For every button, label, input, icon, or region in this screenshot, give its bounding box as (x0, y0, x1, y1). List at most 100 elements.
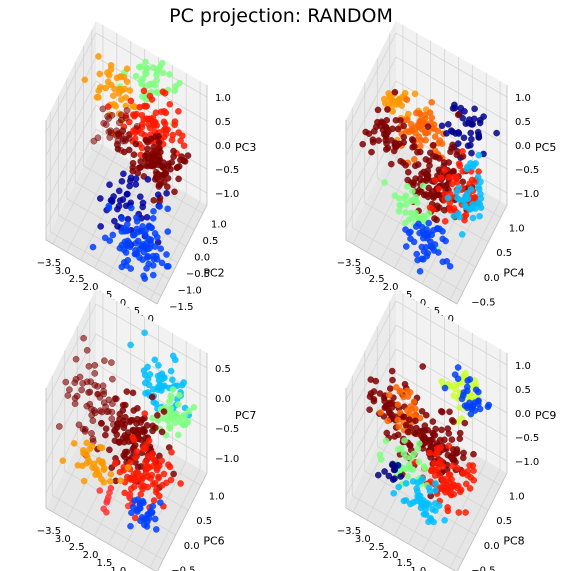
y-tick-label: −0.5 (471, 298, 495, 309)
scatter-point (438, 378, 445, 385)
scatter-point (446, 262, 454, 270)
scatter-point (168, 448, 175, 456)
scatter-point (391, 466, 399, 474)
scatter-point (424, 249, 432, 257)
scatter-point (155, 492, 163, 500)
scatter-points (81, 53, 192, 282)
scatter-point (118, 87, 125, 94)
scatter-point (123, 107, 131, 114)
scatter-point (389, 97, 397, 105)
scatter-point (412, 175, 419, 182)
scatter-point (124, 464, 132, 471)
scatter-point (394, 125, 402, 133)
scatter-point (109, 400, 116, 408)
scatter-point (82, 450, 90, 458)
scatter-point (160, 126, 168, 134)
scatter-point (132, 72, 140, 80)
scatter-point (467, 205, 474, 213)
scatter-point (428, 99, 436, 106)
scatter-point (480, 113, 487, 120)
scatter-point (114, 222, 121, 230)
scatter-point (114, 420, 121, 427)
scatter-point (105, 408, 112, 415)
scatter-point (383, 140, 390, 147)
scatter-point (150, 255, 158, 263)
scatter-point (384, 417, 392, 425)
scatter-point (422, 243, 430, 251)
scatter-point (455, 160, 463, 167)
scatter-point (426, 162, 433, 169)
scatter-point (132, 454, 139, 461)
y-tick-label: 0.0 (484, 273, 500, 284)
scatter-point (130, 407, 137, 414)
scatter-point (456, 213, 463, 221)
x-tick-label: 3.0 (355, 534, 371, 545)
scatter-point (185, 407, 193, 415)
scatter-point (59, 457, 67, 465)
scatter-point (98, 444, 106, 452)
scatter-point (462, 120, 470, 127)
scatter-point (91, 464, 99, 472)
scatter-point (160, 118, 168, 126)
scatter-point (105, 71, 113, 79)
y-tick-label: −0.5 (171, 566, 195, 571)
scatter-point (113, 431, 121, 438)
scatter-point (175, 175, 182, 183)
z-axis-label: PC7 (235, 409, 256, 422)
scatter-point (455, 130, 463, 137)
scatter-point (132, 175, 140, 182)
scatter-point (429, 227, 437, 234)
x-tick-labels: −3.53.02.52.01.51.00.50.0 (337, 526, 426, 571)
scatter-point (450, 212, 458, 220)
z-tick-label: 0.5 (515, 117, 531, 128)
scatter-point (443, 130, 450, 137)
scatter-point (467, 129, 475, 137)
scatter-point (463, 387, 471, 395)
scatter-point (140, 248, 148, 256)
scatter-point (419, 427, 426, 435)
scatter-point (384, 106, 391, 113)
scatter-point (457, 104, 465, 112)
scatter-point (169, 352, 177, 360)
y-tick-label: −0.5 (471, 566, 495, 571)
scatter-point (419, 363, 427, 370)
scatter-point (118, 263, 126, 271)
scatter-point (407, 424, 414, 432)
scatter-point (450, 174, 457, 181)
scatter-point (88, 430, 95, 437)
scatter-point (108, 359, 115, 366)
scatter-point (400, 413, 408, 421)
scatter-point (432, 480, 439, 487)
scatter-point (402, 243, 410, 250)
scatter-point (117, 477, 124, 484)
scatter-point (105, 204, 113, 212)
scatter-point (121, 453, 128, 461)
x-tick-label: 2.5 (69, 542, 85, 553)
scatter-point (101, 234, 109, 242)
scatter-point (447, 148, 454, 156)
z-axis-label: PC3 (235, 141, 256, 154)
x-tick-label: 2.0 (383, 550, 399, 561)
scatter-point (410, 143, 418, 150)
scatter-point (407, 500, 414, 508)
scatter-point (404, 473, 412, 480)
scatter-point (141, 521, 148, 529)
scatter-point (470, 476, 478, 484)
scatter-point (467, 186, 475, 193)
scatter-point (56, 423, 63, 430)
y-tick-label: 0.0 (184, 541, 200, 552)
scatter-point (177, 480, 184, 487)
scatter-point (82, 425, 89, 433)
scatter-point (145, 235, 152, 243)
scatter-point (109, 375, 116, 383)
scatter-point (468, 392, 476, 399)
scatter-point (451, 385, 459, 393)
scatter-point (459, 148, 466, 155)
scatter-point (118, 111, 125, 119)
scatter-point (381, 468, 388, 475)
scatter-point (433, 216, 440, 224)
y-tick-label: −1.5 (169, 302, 193, 313)
scatter-point (190, 403, 198, 411)
scatter-point (456, 196, 464, 204)
scatter-point (133, 448, 141, 455)
